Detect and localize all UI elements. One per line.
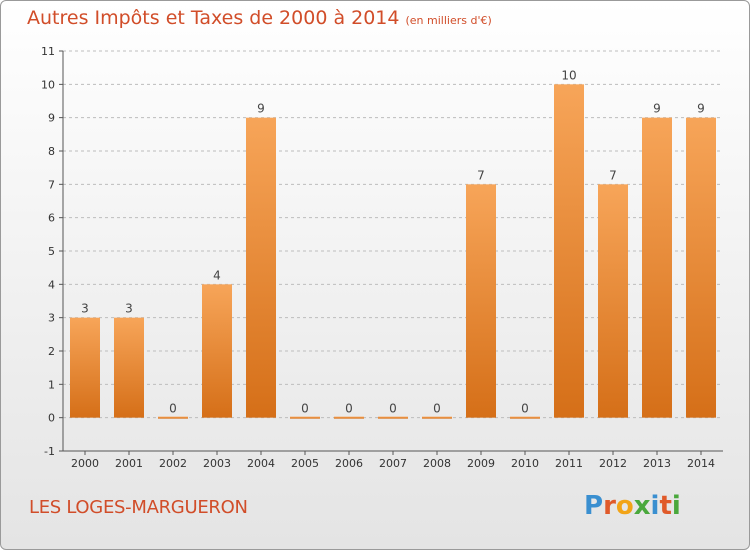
x-tick-label: 2014 [687,457,715,470]
y-tick-label: 3 [48,312,55,325]
logo-letter: i [671,491,681,521]
y-tick-label: -1 [44,445,55,458]
bar-value-label: 0 [521,402,529,416]
bar [510,416,540,419]
x-tick-label: 2005 [291,457,319,470]
bar [642,117,672,418]
logo-letter: t [659,491,672,521]
y-tick-label: 2 [48,345,55,358]
x-tick-label: 2009 [467,457,495,470]
logo-letter: o [615,491,634,521]
x-tick-label: 2004 [247,457,275,470]
x-tick-label: 2010 [511,457,539,470]
bar-value-label: 0 [169,402,177,416]
bar [334,416,364,419]
bar [466,184,496,418]
bar [114,317,144,418]
bar-value-label: 7 [477,168,485,182]
bar-value-label: 3 [81,302,89,316]
x-tick-label: 2008 [423,457,451,470]
bar-value-label: 10 [561,68,576,82]
y-tick-label: 8 [48,145,55,158]
bar [70,317,100,418]
y-tick-label: 5 [48,245,55,258]
bar-value-label: 0 [389,402,397,416]
bar [422,416,452,419]
x-tick-label: 2011 [555,457,583,470]
y-tick-label: 0 [48,412,55,425]
logo-letter: P [584,491,604,521]
y-tick-label: 7 [48,178,55,191]
title-text: Autres Impôts et Taxes de 2000 à 2014 [27,7,400,29]
bar-value-label: 4 [213,268,221,282]
bar-value-label: 7 [609,168,617,182]
y-tick-label: 9 [48,112,55,125]
x-tick-label: 2013 [643,457,671,470]
logo-letter: x [633,491,651,521]
y-tick-label: 6 [48,212,55,225]
bar-value-label: 0 [301,402,309,416]
bar-value-label: 0 [345,402,353,416]
x-tick-label: 2007 [379,457,407,470]
chart-title: Autres Impôts et Taxes de 2000 à 2014 (en… [27,7,492,29]
x-tick-label: 2001 [115,457,143,470]
bar [202,284,232,418]
x-tick-label: 2000 [71,457,99,470]
commune-name: LES LOGES-MARGUERON [29,497,248,518]
bar-value-label: 3 [125,302,133,316]
bar [290,416,320,419]
bar [158,416,188,419]
logo-letter: r [603,491,616,521]
y-tick-label: 1 [48,378,55,391]
bar [246,117,276,418]
x-tick-label: 2003 [203,457,231,470]
y-tick-label: 10 [41,78,55,91]
x-tick-label: 2006 [335,457,363,470]
logo-letter: i [650,491,660,521]
bar [598,184,628,418]
bar [686,117,716,418]
bar-value-label: 0 [433,402,441,416]
x-tick-label: 2012 [599,457,627,470]
bar [554,84,584,418]
proxiti-logo: Proxiti [584,491,681,521]
bar-value-label: 9 [697,102,705,116]
y-tick-label: 11 [41,45,55,58]
bar-value-label: 9 [257,102,265,116]
bar [378,416,408,419]
y-tick-label: 4 [48,278,55,291]
chart-subtitle: (en milliers d'€) [405,14,492,27]
x-tick-label: 2002 [159,457,187,470]
bar-value-label: 9 [653,102,661,116]
